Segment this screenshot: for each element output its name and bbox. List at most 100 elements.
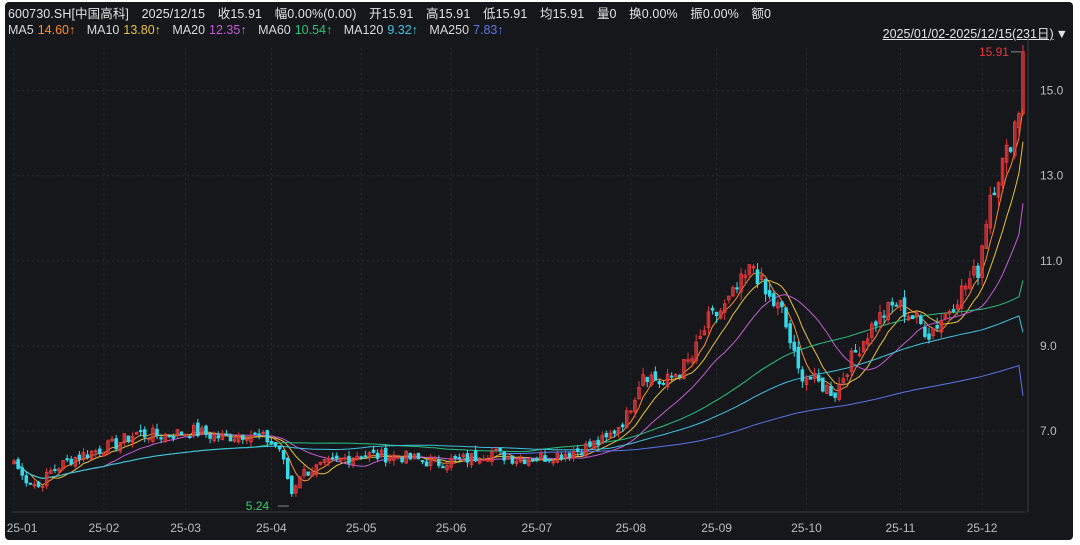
- candle-up: [326, 458, 331, 463]
- candle-up: [322, 459, 327, 463]
- candle-up: [200, 427, 204, 435]
- candle-up: [245, 438, 249, 441]
- candle-down: [465, 453, 470, 463]
- candle-down: [657, 380, 662, 385]
- candle-down: [800, 369, 805, 382]
- candle-down: [792, 341, 796, 351]
- ma5-value: 14.60↑: [37, 23, 76, 37]
- candle-down: [265, 430, 270, 443]
- candle-up: [404, 450, 408, 464]
- candle-down: [416, 453, 421, 460]
- candle-up: [49, 470, 53, 474]
- candle-down: [126, 435, 131, 443]
- candle-down: [155, 428, 159, 437]
- ma-legend-item: MA10 13.80↑: [86, 23, 161, 37]
- x-tick-label: 25-03: [170, 521, 201, 535]
- amount-label: 额0: [751, 7, 772, 21]
- max-price-label: 15.91: [979, 45, 1009, 59]
- candle-up: [870, 323, 874, 338]
- candle-down: [816, 375, 821, 382]
- ma20-value: 12.35↑: [209, 23, 247, 37]
- ma-line-ma20: [13, 203, 1024, 480]
- candle-up: [506, 456, 511, 460]
- candle-down: [138, 430, 143, 433]
- candle-down: [334, 455, 339, 459]
- ma-legend-item: MA20 12.35↑: [172, 23, 247, 37]
- candle-up: [539, 453, 543, 460]
- candle-up: [1017, 113, 1021, 129]
- candle-up: [776, 302, 780, 309]
- candle-up: [1021, 51, 1025, 114]
- candle-down: [910, 315, 915, 320]
- candle-up: [849, 350, 854, 373]
- candle-down: [567, 452, 572, 458]
- candle-down: [976, 265, 980, 279]
- candle-up: [747, 264, 752, 275]
- y-tick-label: 15.0: [1040, 84, 1064, 98]
- candle-down: [653, 371, 658, 381]
- candle-down: [273, 442, 278, 446]
- change-label: 幅0.00%(0.00): [274, 7, 357, 21]
- candle-down: [330, 457, 335, 460]
- candle-down: [767, 290, 772, 297]
- candle-up: [396, 456, 400, 459]
- ma-line-ma5: [13, 107, 1024, 486]
- candle-down: [559, 454, 564, 460]
- candle-up: [388, 457, 392, 462]
- candle-up: [175, 429, 180, 437]
- candle-down: [53, 468, 57, 471]
- x-tick-label: 25-09: [701, 521, 732, 535]
- candle-up: [261, 431, 265, 434]
- dropdown-arrow-icon: ▼: [1055, 27, 1068, 41]
- candle-up: [633, 399, 637, 413]
- candle-up: [482, 459, 486, 462]
- date-label: 2025/12/15: [141, 7, 206, 21]
- candle-down: [69, 458, 73, 465]
- turnover-label: 换0.00%: [629, 7, 678, 21]
- candle-up: [825, 384, 829, 394]
- candle-down: [535, 458, 539, 461]
- candle-down: [269, 440, 274, 444]
- kline-panel: [5, 2, 1073, 540]
- candle-down: [788, 323, 792, 344]
- candle-down: [290, 475, 294, 494]
- candle-down: [588, 441, 592, 447]
- candle-up: [563, 453, 568, 458]
- candle-up: [637, 387, 641, 400]
- candle-up: [490, 451, 494, 462]
- candle-up: [310, 471, 314, 477]
- candle-up: [339, 457, 343, 462]
- candle-up: [649, 374, 654, 386]
- candle-up: [584, 443, 588, 457]
- candle-up: [837, 383, 841, 400]
- candle-down: [142, 429, 147, 438]
- candle-up: [759, 275, 764, 281]
- candle-down: [829, 385, 833, 396]
- candle-up: [988, 194, 993, 229]
- candle-down: [277, 445, 282, 450]
- candle-up: [551, 461, 555, 464]
- candle-up: [865, 338, 870, 345]
- x-tick-label: 25-06: [436, 521, 467, 535]
- candle-up: [943, 313, 948, 320]
- candle-up: [445, 465, 449, 471]
- candle-down: [371, 449, 376, 453]
- y-tick-label: 11.0: [1040, 254, 1063, 268]
- candle-down: [772, 293, 776, 306]
- candle-up: [857, 353, 862, 357]
- candle-up: [1013, 121, 1017, 157]
- candle-up: [743, 274, 747, 279]
- candle-up: [727, 295, 731, 301]
- avg-label: 均15.91: [539, 7, 585, 21]
- candle-down: [763, 278, 768, 295]
- candle-down: [661, 382, 666, 385]
- candle-up: [845, 374, 850, 377]
- candle-down: [992, 192, 997, 196]
- candle-down: [424, 461, 429, 467]
- high-label: 高15.91: [426, 7, 471, 21]
- date-range-selector[interactable]: 2025/01/02-2025/12/15(231日) ▼: [883, 23, 1068, 42]
- candle-down: [224, 433, 229, 436]
- candle-up: [32, 483, 37, 487]
- candle-up: [1004, 144, 1009, 163]
